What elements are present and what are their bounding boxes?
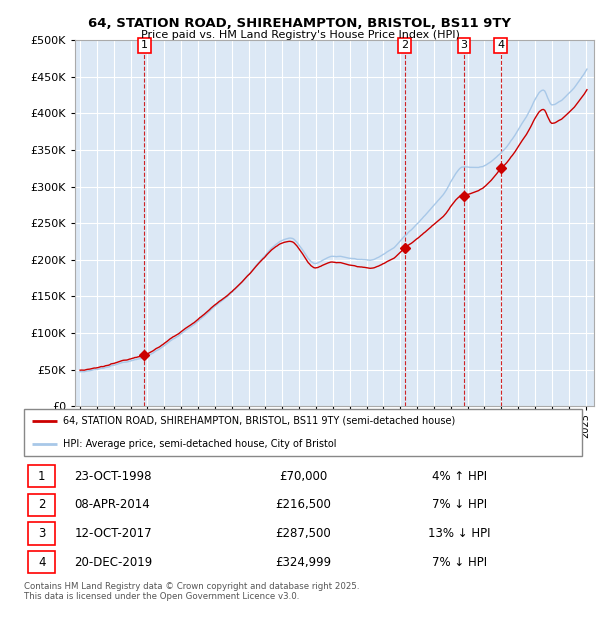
Text: 23-OCT-1998: 23-OCT-1998 bbox=[74, 470, 152, 483]
Text: £324,999: £324,999 bbox=[275, 556, 331, 569]
Text: HPI: Average price, semi-detached house, City of Bristol: HPI: Average price, semi-detached house,… bbox=[63, 439, 337, 449]
FancyBboxPatch shape bbox=[28, 523, 55, 545]
FancyBboxPatch shape bbox=[24, 409, 582, 456]
Text: 2: 2 bbox=[38, 498, 46, 511]
Text: 13% ↓ HPI: 13% ↓ HPI bbox=[428, 527, 490, 540]
FancyBboxPatch shape bbox=[28, 551, 55, 574]
Text: 4: 4 bbox=[38, 556, 46, 569]
Text: 1: 1 bbox=[38, 470, 46, 483]
Text: 3: 3 bbox=[38, 527, 46, 540]
Text: 12-OCT-2017: 12-OCT-2017 bbox=[74, 527, 152, 540]
Text: 64, STATION ROAD, SHIREHAMPTON, BRISTOL, BS11 9TY (semi-detached house): 64, STATION ROAD, SHIREHAMPTON, BRISTOL,… bbox=[63, 416, 455, 426]
Text: 64, STATION ROAD, SHIREHAMPTON, BRISTOL, BS11 9TY: 64, STATION ROAD, SHIREHAMPTON, BRISTOL,… bbox=[89, 17, 511, 30]
Text: Price paid vs. HM Land Registry's House Price Index (HPI): Price paid vs. HM Land Registry's House … bbox=[140, 30, 460, 40]
Text: 7% ↓ HPI: 7% ↓ HPI bbox=[431, 498, 487, 511]
Text: 3: 3 bbox=[460, 40, 467, 50]
Text: 1: 1 bbox=[141, 40, 148, 50]
FancyBboxPatch shape bbox=[28, 465, 55, 487]
Text: 20-DEC-2019: 20-DEC-2019 bbox=[74, 556, 152, 569]
Text: 4: 4 bbox=[497, 40, 505, 50]
Text: Contains HM Land Registry data © Crown copyright and database right 2025.
This d: Contains HM Land Registry data © Crown c… bbox=[24, 582, 359, 601]
Text: 4% ↑ HPI: 4% ↑ HPI bbox=[431, 470, 487, 483]
Text: £70,000: £70,000 bbox=[279, 470, 327, 483]
Text: 7% ↓ HPI: 7% ↓ HPI bbox=[431, 556, 487, 569]
Text: £216,500: £216,500 bbox=[275, 498, 331, 511]
Text: 2: 2 bbox=[401, 40, 409, 50]
FancyBboxPatch shape bbox=[28, 494, 55, 516]
Text: 08-APR-2014: 08-APR-2014 bbox=[74, 498, 150, 511]
Text: £287,500: £287,500 bbox=[275, 527, 331, 540]
